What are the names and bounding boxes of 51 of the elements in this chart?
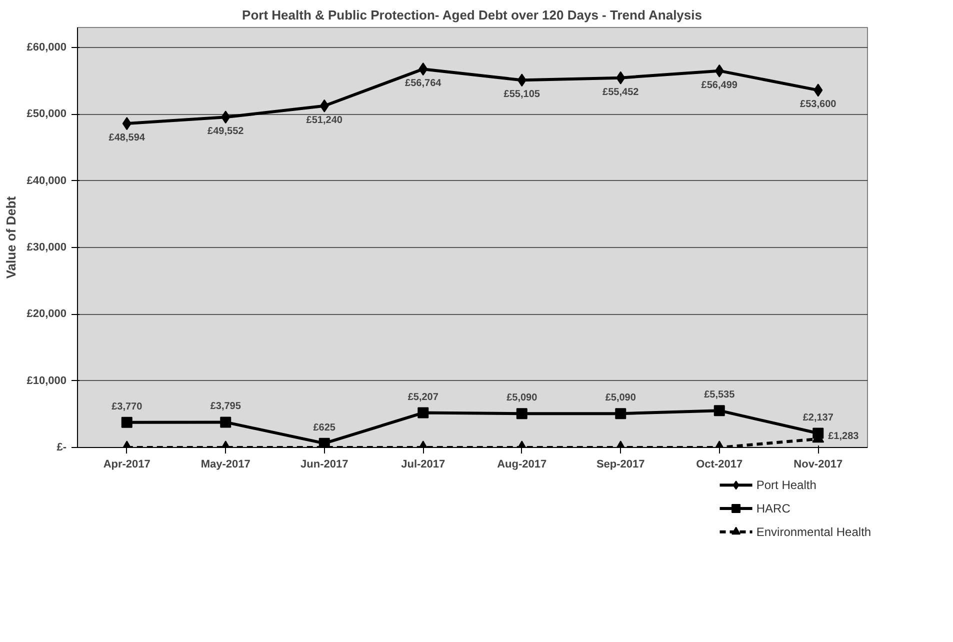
data-label: £5,090 — [506, 392, 538, 404]
y-tick-label: £10,000 — [26, 374, 67, 387]
y-tick-label: £40,000 — [26, 174, 67, 187]
y-axis-title: Value of Debt — [4, 196, 19, 279]
point — [616, 71, 626, 84]
data-label: £51,240 — [306, 114, 343, 126]
y-tick-label: £30,000 — [26, 242, 67, 254]
x-tick-label: Nov-2017 — [794, 458, 843, 470]
x-tick-label: Oct-2017 — [696, 458, 743, 470]
y-tick-label: £- — [56, 442, 67, 454]
point — [221, 110, 230, 124]
data-label: £48,594 — [108, 132, 146, 144]
point — [220, 416, 232, 428]
data-label: £3,795 — [210, 401, 242, 412]
data-label: £5,535 — [704, 390, 736, 401]
point — [714, 405, 725, 416]
x-tick-label: Sep-2017 — [596, 458, 645, 470]
x-tick-label: May-2017 — [200, 458, 250, 470]
chart-title: Port Health & Public Protection- Aged Debt over 120 Days - Trend Analysis — [242, 8, 702, 22]
point — [418, 62, 428, 76]
legend-label: HARC — [756, 502, 791, 516]
point — [615, 408, 626, 420]
point — [122, 117, 132, 130]
x-tick-label: Aug-2017 — [497, 458, 547, 470]
data-label: £625 — [313, 422, 336, 434]
legend-label: Environmental Health — [756, 524, 872, 539]
point — [814, 84, 823, 97]
point — [320, 99, 329, 112]
point — [121, 416, 132, 428]
x-tick-label: Apr-2017 — [103, 458, 150, 470]
data-label: £3,770 — [112, 401, 143, 412]
point — [418, 407, 429, 418]
y-tick-label: £20,000 — [26, 308, 67, 320]
y-tick-label: £60,000 — [26, 42, 67, 54]
data-label: £53,600 — [800, 99, 837, 110]
data-label: £1,283 — [828, 430, 860, 442]
x-tick-label: Jul-2017 — [401, 458, 446, 470]
legend-label: Port Health — [756, 478, 816, 492]
data-label: £2,137 — [802, 412, 834, 424]
data-label: £56,764 — [405, 78, 442, 90]
data-label: £5,090 — [605, 392, 636, 404]
data-label: £56,499 — [701, 80, 738, 91]
x-tick-label: Jun-2017 — [300, 458, 348, 470]
point — [516, 408, 528, 420]
data-label: £55,452 — [602, 86, 640, 98]
y-tick-label: £50,000 — [26, 108, 67, 120]
point — [714, 64, 724, 78]
data-label: £49,552 — [208, 126, 244, 138]
data-label: £5,207 — [408, 392, 439, 403]
data-label: £55,105 — [504, 89, 540, 100]
point — [517, 74, 526, 87]
